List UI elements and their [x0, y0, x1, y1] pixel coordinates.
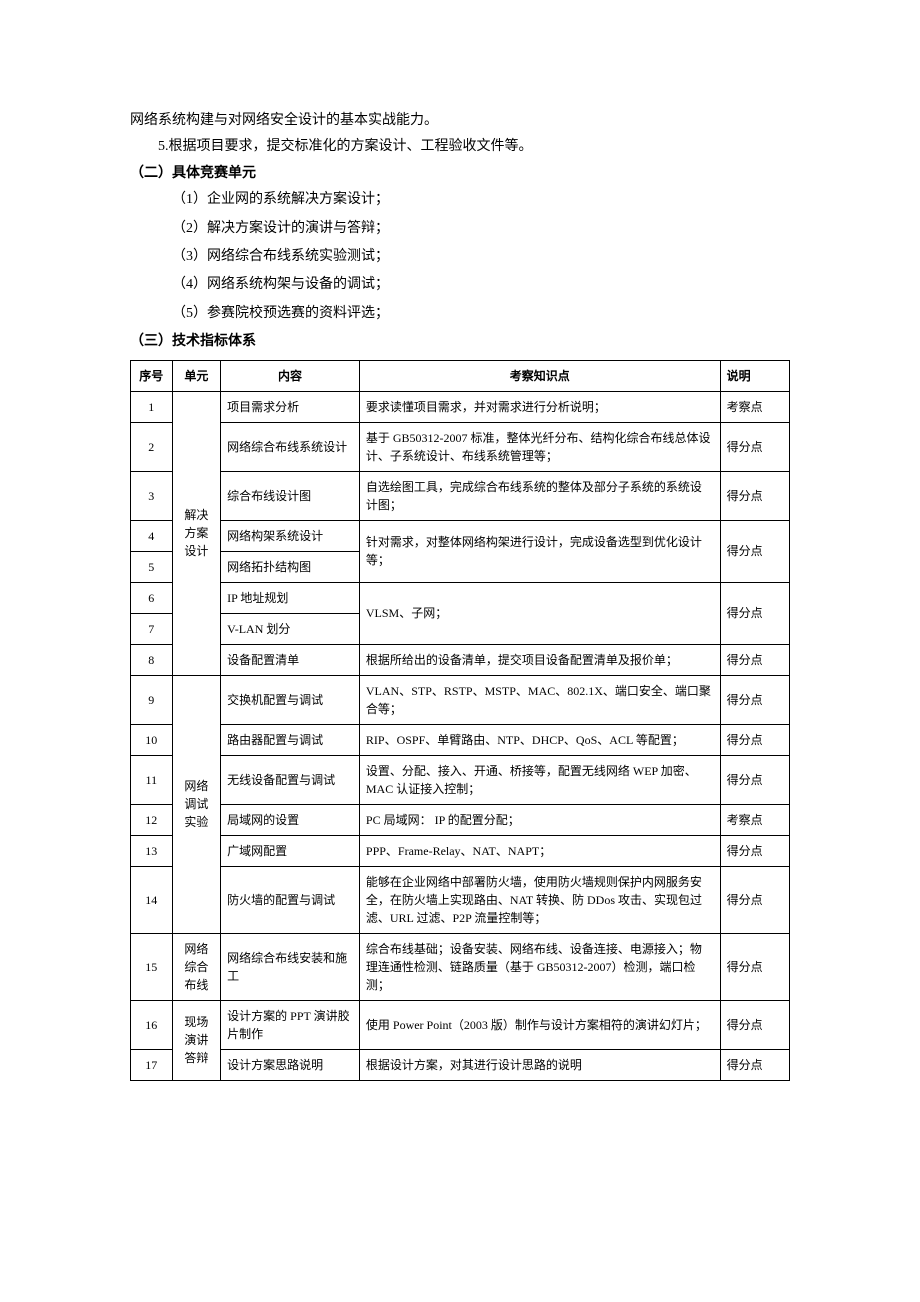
table-row: 6 IP 地址规划 VLSM、子网； 得分点	[131, 582, 790, 613]
cell-knowledge: 设置、分配、接入、开通、桥接等，配置无线网络 WEP 加密、MAC 认证接入控制…	[359, 755, 720, 804]
cell-seq: 2	[131, 422, 173, 471]
cell-unit: 网络调试实验	[172, 675, 221, 933]
cell-unit: 解决方案设计	[172, 391, 221, 675]
cell-seq: 11	[131, 755, 173, 804]
cell-note: 考察点	[720, 804, 789, 835]
cell-seq: 5	[131, 551, 173, 582]
intro-line2: 5.根据项目要求，提交标准化的方案设计、工程验收文件等。	[130, 136, 790, 158]
cell-note: 得分点	[720, 582, 789, 644]
cell-note: 得分点	[720, 724, 789, 755]
cell-content: 项目需求分析	[221, 391, 360, 422]
section3-heading: （三）技术指标体系	[130, 331, 790, 353]
cell-seq: 16	[131, 1000, 173, 1049]
cell-knowledge: 自选绘图工具，完成综合布线系统的整体及部分子系统的系统设计图；	[359, 471, 720, 520]
cell-knowledge: 要求读懂项目需求，并对需求进行分析说明；	[359, 391, 720, 422]
cell-knowledge: 使用 Power Point（2003 版）制作与设计方案相符的演讲幻灯片；	[359, 1000, 720, 1049]
cell-content: 网络构架系统设计	[221, 520, 360, 551]
table-row: 8 设备配置清单 根据所给出的设备清单，提交项目设备配置清单及报价单； 得分点	[131, 644, 790, 675]
section2-item: （2）解决方案设计的演讲与答辩；	[130, 218, 790, 240]
cell-seq: 15	[131, 933, 173, 1000]
tech-table: 序号 单元 内容 考察知识点 说明 1 解决方案设计 项目需求分析 要求读懂项目…	[130, 360, 790, 1081]
section2-item: （4）网络系统构架与设备的调试；	[130, 274, 790, 296]
table-row: 11 无线设备配置与调试 设置、分配、接入、开通、桥接等，配置无线网络 WEP …	[131, 755, 790, 804]
cell-seq: 3	[131, 471, 173, 520]
intro-line1: 网络系统构建与对网络安全设计的基本实战能力。	[130, 110, 790, 132]
th-note: 说明	[720, 360, 789, 391]
th-unit: 单元	[172, 360, 221, 391]
cell-content: 广域网配置	[221, 835, 360, 866]
table-row: 15 网络综合布线 网络综合布线安装和施工 综合布线基础；设备安装、网络布线、设…	[131, 933, 790, 1000]
cell-knowledge: 综合布线基础；设备安装、网络布线、设备连接、电源接入；物理连通性检测、链路质量（…	[359, 933, 720, 1000]
cell-content: 综合布线设计图	[221, 471, 360, 520]
cell-note: 得分点	[720, 1000, 789, 1049]
cell-seq: 12	[131, 804, 173, 835]
cell-knowledge: PC 局域网： IP 的配置分配；	[359, 804, 720, 835]
cell-note: 得分点	[720, 471, 789, 520]
section2-item: （3）网络综合布线系统实验测试；	[130, 246, 790, 268]
cell-content: V-LAN 划分	[221, 613, 360, 644]
cell-knowledge: VLSM、子网；	[359, 582, 720, 644]
cell-content: 防火墙的配置与调试	[221, 866, 360, 933]
cell-content: 交换机配置与调试	[221, 675, 360, 724]
section2-item: （5）参赛院校预选赛的资料评选；	[130, 303, 790, 325]
table-row: 4 网络构架系统设计 针对需求，对整体网络构架进行设计，完成设备选型到优化设计等…	[131, 520, 790, 551]
cell-note: 得分点	[720, 644, 789, 675]
table-row: 2 网络综合布线系统设计 基于 GB50312-2007 标准，整体光纤分布、结…	[131, 422, 790, 471]
cell-note: 考察点	[720, 391, 789, 422]
cell-note: 得分点	[720, 422, 789, 471]
table-row: 12 局域网的设置 PC 局域网： IP 的配置分配； 考察点	[131, 804, 790, 835]
cell-content: 设备配置清单	[221, 644, 360, 675]
table-row: 1 解决方案设计 项目需求分析 要求读懂项目需求，并对需求进行分析说明； 考察点	[131, 391, 790, 422]
cell-seq: 10	[131, 724, 173, 755]
cell-note: 得分点	[720, 675, 789, 724]
table-row: 13 广域网配置 PPP、Frame-Relay、NAT、NAPT； 得分点	[131, 835, 790, 866]
cell-note: 得分点	[720, 520, 789, 582]
cell-content: 网络综合布线安装和施工	[221, 933, 360, 1000]
cell-content: 网络拓扑结构图	[221, 551, 360, 582]
cell-content: 网络综合布线系统设计	[221, 422, 360, 471]
table-row: 17 设计方案思路说明 根据设计方案，对其进行设计思路的说明 得分点	[131, 1049, 790, 1080]
cell-content: 设计方案思路说明	[221, 1049, 360, 1080]
cell-seq: 9	[131, 675, 173, 724]
th-knowledge: 考察知识点	[359, 360, 720, 391]
cell-content: 设计方案的 PPT 演讲胶片制作	[221, 1000, 360, 1049]
cell-note: 得分点	[720, 1049, 789, 1080]
cell-note: 得分点	[720, 835, 789, 866]
section2-heading: （二）具体竞赛单元	[130, 163, 790, 185]
cell-seq: 4	[131, 520, 173, 551]
table-row: 16 现场演讲答辩 设计方案的 PPT 演讲胶片制作 使用 Power Poin…	[131, 1000, 790, 1049]
cell-knowledge: 根据设计方案，对其进行设计思路的说明	[359, 1049, 720, 1080]
cell-unit: 网络综合布线	[172, 933, 221, 1000]
cell-knowledge: 基于 GB50312-2007 标准，整体光纤分布、结构化综合布线总体设计、子系…	[359, 422, 720, 471]
cell-seq: 13	[131, 835, 173, 866]
table-row: 9 网络调试实验 交换机配置与调试 VLAN、STP、RSTP、MSTP、MAC…	[131, 675, 790, 724]
table-row: 3 综合布线设计图 自选绘图工具，完成综合布线系统的整体及部分子系统的系统设计图…	[131, 471, 790, 520]
cell-seq: 1	[131, 391, 173, 422]
cell-content: 无线设备配置与调试	[221, 755, 360, 804]
section2-item: （1）企业网的系统解决方案设计；	[130, 189, 790, 211]
cell-content: 路由器配置与调试	[221, 724, 360, 755]
cell-seq: 14	[131, 866, 173, 933]
th-seq: 序号	[131, 360, 173, 391]
cell-content: IP 地址规划	[221, 582, 360, 613]
cell-seq: 17	[131, 1049, 173, 1080]
cell-seq: 6	[131, 582, 173, 613]
cell-seq: 7	[131, 613, 173, 644]
cell-knowledge: VLAN、STP、RSTP、MSTP、MAC、802.1X、端口安全、端口聚合等…	[359, 675, 720, 724]
cell-seq: 8	[131, 644, 173, 675]
cell-note: 得分点	[720, 933, 789, 1000]
cell-knowledge: RIP、OSPF、单臂路由、NTP、DHCP、QoS、ACL 等配置；	[359, 724, 720, 755]
cell-knowledge: 能够在企业网络中部署防火墙，使用防火墙规则保护内网服务安全，在防火墙上实现路由、…	[359, 866, 720, 933]
th-content: 内容	[221, 360, 360, 391]
cell-unit: 现场演讲答辩	[172, 1000, 221, 1080]
cell-content: 局域网的设置	[221, 804, 360, 835]
table-row: 14 防火墙的配置与调试 能够在企业网络中部署防火墙，使用防火墙规则保护内网服务…	[131, 866, 790, 933]
cell-note: 得分点	[720, 755, 789, 804]
cell-knowledge: 根据所给出的设备清单，提交项目设备配置清单及报价单；	[359, 644, 720, 675]
table-row: 10 路由器配置与调试 RIP、OSPF、单臂路由、NTP、DHCP、QoS、A…	[131, 724, 790, 755]
cell-knowledge: PPP、Frame-Relay、NAT、NAPT；	[359, 835, 720, 866]
cell-note: 得分点	[720, 866, 789, 933]
cell-knowledge: 针对需求，对整体网络构架进行设计，完成设备选型到优化设计等；	[359, 520, 720, 582]
